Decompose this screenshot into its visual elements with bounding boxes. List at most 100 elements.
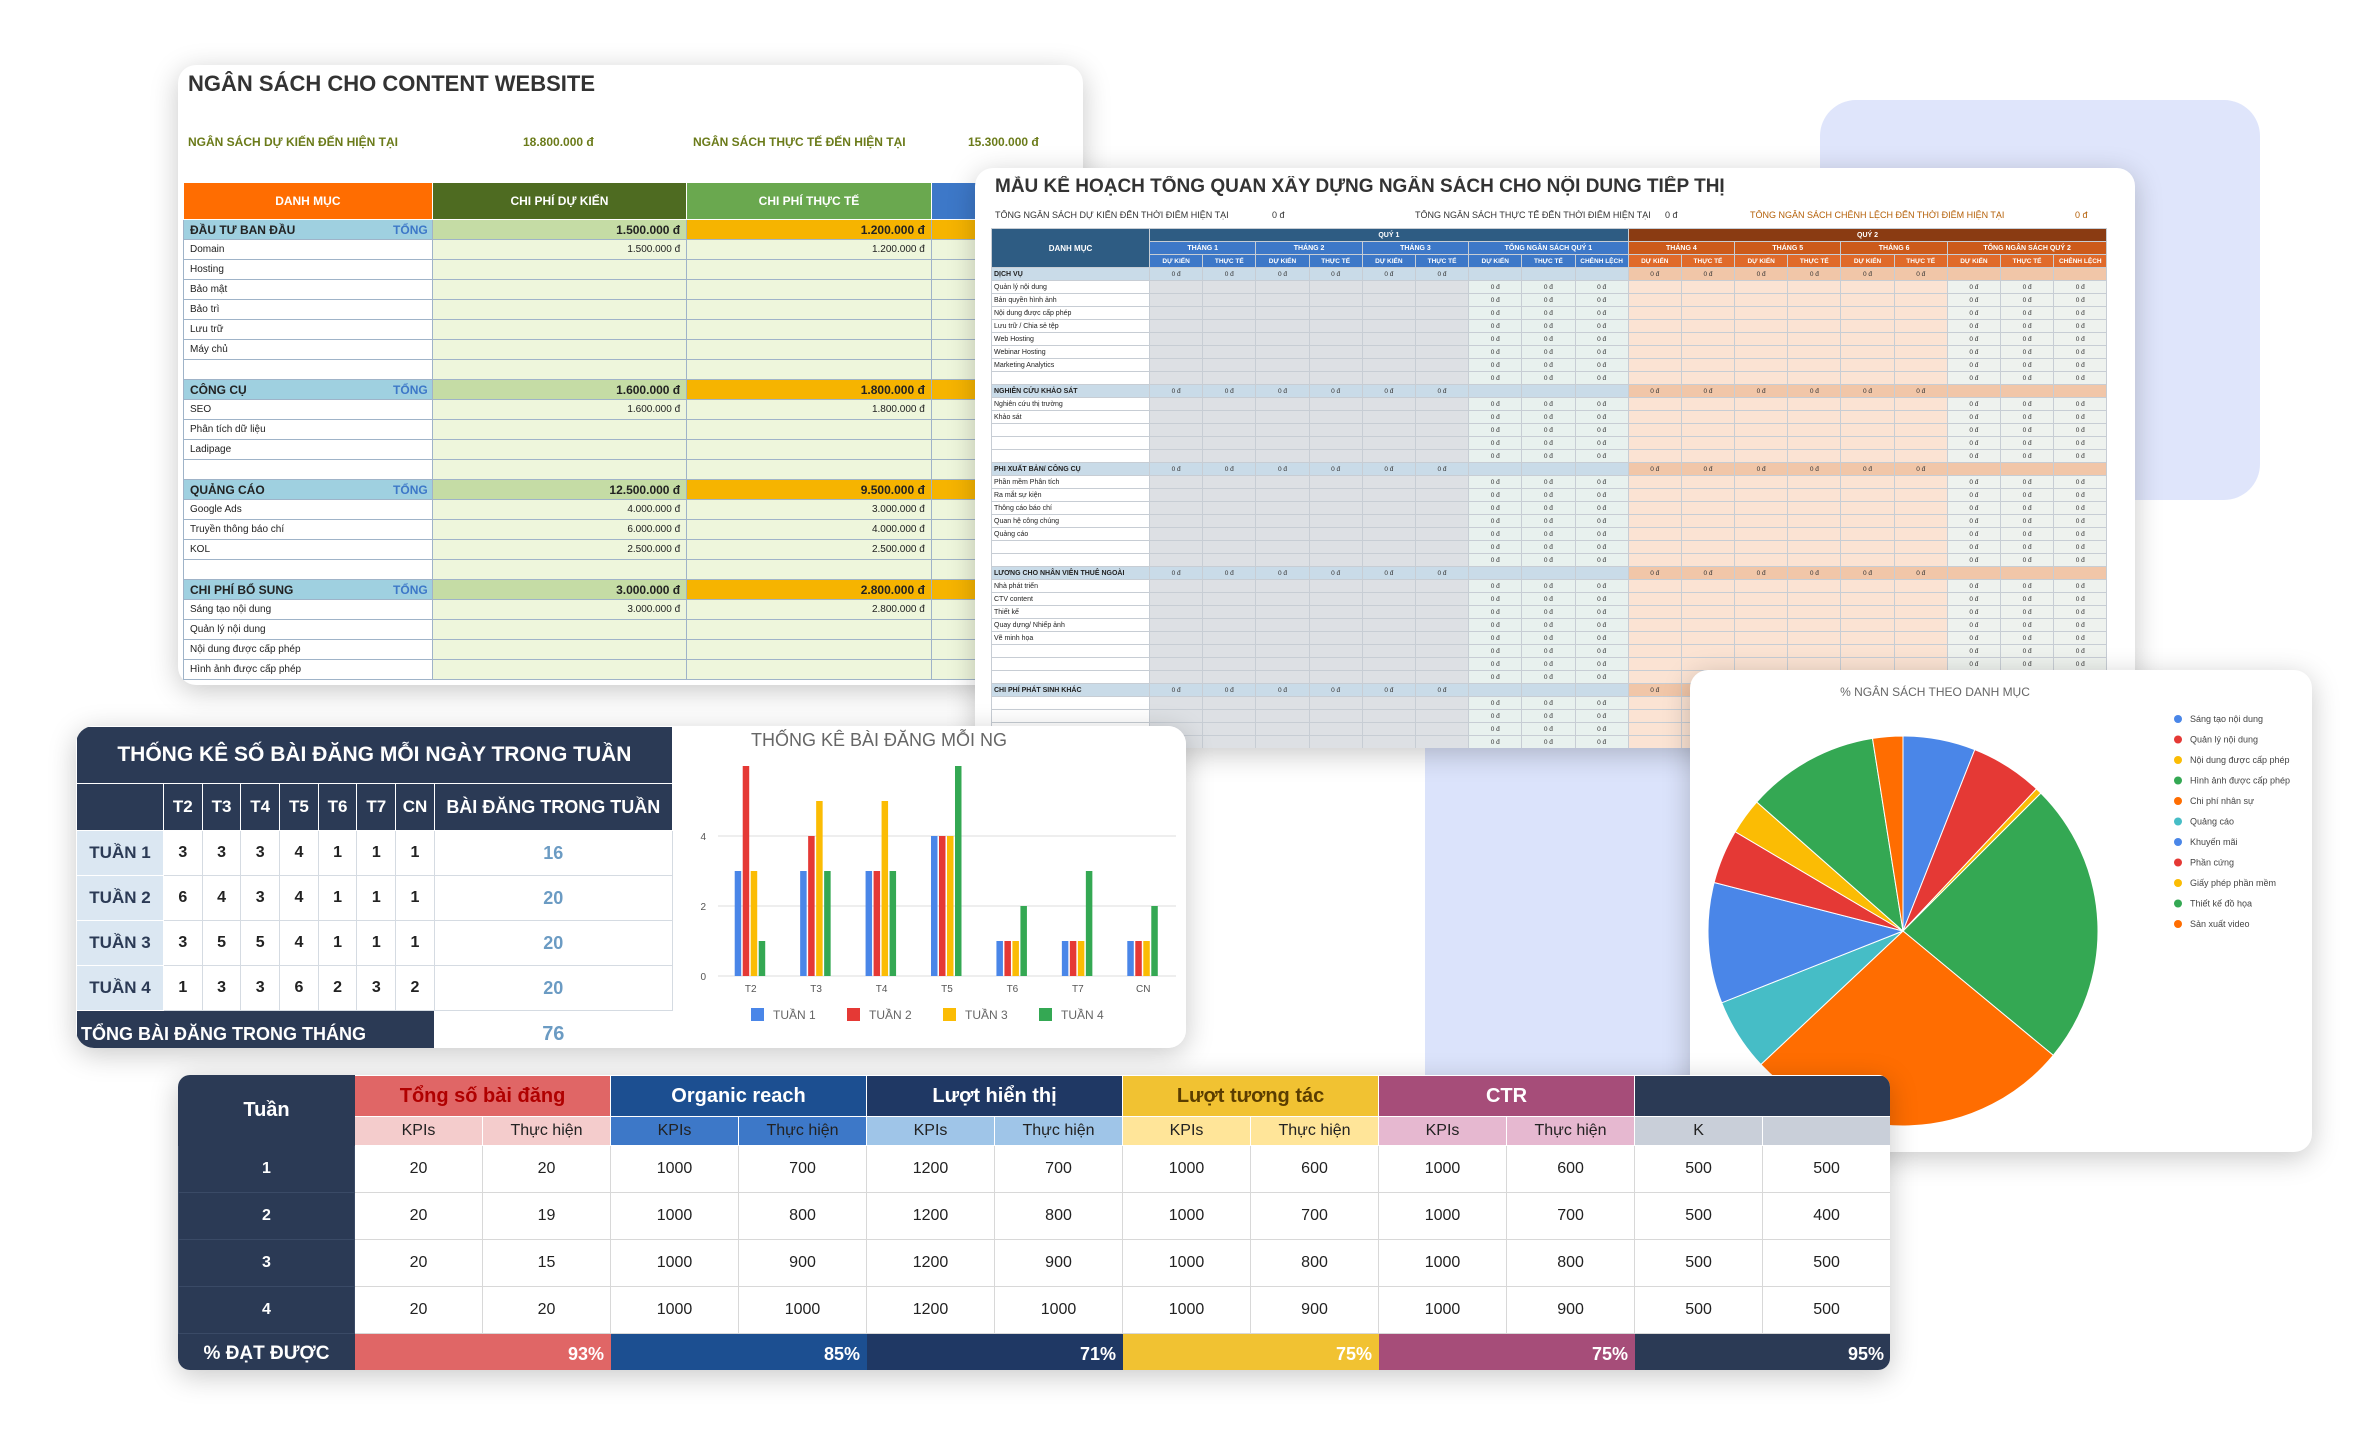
plan-value-cell: [1946, 384, 2002, 398]
budget-item-row: Nội dung được cấp phép: [183, 639, 1083, 660]
plan-value-cell: 0 đ: [1521, 410, 1576, 424]
budget-header-cell: CHI PHÍ THỰC TẾ: [686, 182, 932, 220]
budget-table: DANH MỤC CHI PHÍ DỰ KIẾN CHI PHÍ THỰC TẾ ĐẦ…: [183, 182, 1083, 680]
plan-value-cell: [1414, 631, 1470, 645]
plan-value-cell: [1414, 605, 1470, 619]
plan-value-cell: [1946, 566, 2002, 580]
plan-value-cell: [1202, 306, 1257, 320]
plan-value-cell: [1414, 280, 1470, 294]
weekly-day-value: 1: [356, 920, 397, 966]
plan-value-cell: [1734, 631, 1789, 645]
plan-value-cell: [1627, 280, 1682, 294]
bar: [1020, 906, 1027, 976]
kpi-value: 1000: [1122, 1192, 1252, 1240]
plan-value-cell: [1627, 631, 1682, 645]
plan-value-cell: [1361, 397, 1416, 411]
plan-value-cell: [1787, 592, 1842, 606]
budget-group-actual: 1.200.000 đ: [686, 219, 932, 240]
bar: [1151, 906, 1158, 976]
budget-spacer-row: [183, 459, 1083, 480]
budget-item-planned: 4.000.000 đ: [431, 499, 688, 520]
budget-item-planned: [431, 619, 688, 640]
plan-value-cell: [1893, 306, 1948, 320]
plan-value-cell: [1734, 358, 1789, 372]
plan-sub-header: CHÊNH LỆCH: [1574, 254, 1629, 268]
plan-row-label: Nhà phát triển: [991, 579, 1150, 593]
pie-slice: [1902, 792, 2099, 1057]
plan-value-cell: [1148, 644, 1204, 658]
bar: [947, 836, 954, 976]
plan-value-cell: 0 đ: [1521, 670, 1576, 684]
bar: [1069, 941, 1077, 976]
plan-value-cell: [1893, 280, 1948, 294]
budget-item-row: Hosting: [183, 259, 1083, 280]
plan-value-cell: 0 đ: [1308, 384, 1363, 398]
budget-item-name: KOL: [183, 539, 433, 560]
budget-spacer-cell: [183, 459, 433, 480]
plan-value-cell: [1734, 449, 1789, 463]
kpi-achieved-value: 75%: [1122, 1333, 1380, 1370]
plan-value-cell: 0 đ: [2053, 358, 2108, 372]
weekly-day-value: 1: [395, 920, 435, 966]
plan-value-cell: 0 đ: [1361, 566, 1416, 580]
plan-value-cell: [1202, 735, 1257, 748]
budget-group-planned: 3.000.000 đ: [431, 579, 688, 600]
plan-value-cell: [1627, 592, 1682, 606]
pie-legend-label: Phần cứng: [2190, 858, 2234, 868]
plan-value-cell: [1787, 280, 1842, 294]
plan-value-cell: 0 đ: [1202, 384, 1257, 398]
plan-value-cell: 0 đ: [2053, 345, 2108, 359]
plan-value-cell: [1627, 436, 1682, 450]
plan-value-cell: [1308, 280, 1363, 294]
plan-value-cell: [1414, 293, 1470, 307]
plan-value-cell: [1202, 332, 1257, 346]
plan-value-cell: 0 đ: [1946, 280, 2002, 294]
bar: [734, 871, 742, 976]
weekly-month-total-row: TỔNG BÀI ĐĂNG TRONG THÁNG 76: [76, 1010, 673, 1048]
plan-value-cell: 0 đ: [1521, 735, 1576, 748]
kpi-data-row: 1 20 20 1000 700 1200 700 1000 600 1000 600 500 500: [178, 1145, 1890, 1193]
budget-item-name: Sáng tạo nội dung: [183, 599, 433, 620]
plan-value-cell: [1734, 345, 1789, 359]
plan-value-cell: [1202, 449, 1257, 463]
plan-value-cell: 0 đ: [1999, 358, 2055, 372]
plan-month-header: THÁNG 4: [1627, 241, 1736, 255]
plan-month-header: TỔNG NGÂN SÁCH QUÝ 2: [1946, 241, 2108, 255]
budget-item-actual: 4.000.000 đ: [686, 519, 932, 540]
budget-header-cell: DANH MỤC: [183, 182, 433, 220]
kpi-sub-header: Thực hiện: [1506, 1116, 1636, 1146]
plan-value-cell: 0 đ: [1999, 345, 2055, 359]
plan-value-cell: 0 đ: [1468, 540, 1523, 554]
pie-legend-dot: [2174, 797, 2182, 805]
pie-legend-label: Khuyến mãi: [2190, 837, 2238, 847]
plan-value-cell: 0 đ: [1521, 722, 1576, 736]
pie-legend-dot: [2174, 715, 2182, 723]
plan-value-cell: [1202, 709, 1257, 723]
pie-slice: [1707, 881, 1905, 1004]
kpi-value: 500: [1634, 1286, 1764, 1334]
plan-value-cell: [1787, 553, 1842, 567]
pie-legend-dot: [2174, 756, 2182, 764]
plan-value-cell: [1627, 696, 1682, 710]
plan-value-cell: [1414, 553, 1470, 567]
pie-slice: [1871, 735, 1904, 932]
plan-value-cell: [1680, 358, 1736, 372]
plan-value-cell: 0 đ: [1521, 423, 1576, 437]
plan-value-cell: [1680, 371, 1736, 385]
plan-value-cell: 0 đ: [1627, 267, 1682, 281]
plan-value-cell: [1308, 540, 1363, 554]
plan-value-cell: [1680, 605, 1736, 619]
plan-value-cell: [1787, 527, 1842, 541]
plan-value-cell: [1255, 293, 1310, 307]
bar: [808, 836, 815, 976]
plan-value-cell: [1840, 345, 1895, 359]
x-tick-label: T4: [876, 984, 888, 995]
kpi-sub-header: KPIs: [1122, 1116, 1252, 1146]
plan-value-cell: [1680, 345, 1736, 359]
budget-item-actual: [686, 259, 932, 280]
plan-value-cell: 0 đ: [2053, 527, 2108, 541]
plan-row-label: CHI PHÍ PHÁT SINH KHÁC: [991, 683, 1150, 697]
plan-value-cell: [1361, 540, 1416, 554]
plan-value-cell: 0 đ: [1308, 683, 1363, 697]
